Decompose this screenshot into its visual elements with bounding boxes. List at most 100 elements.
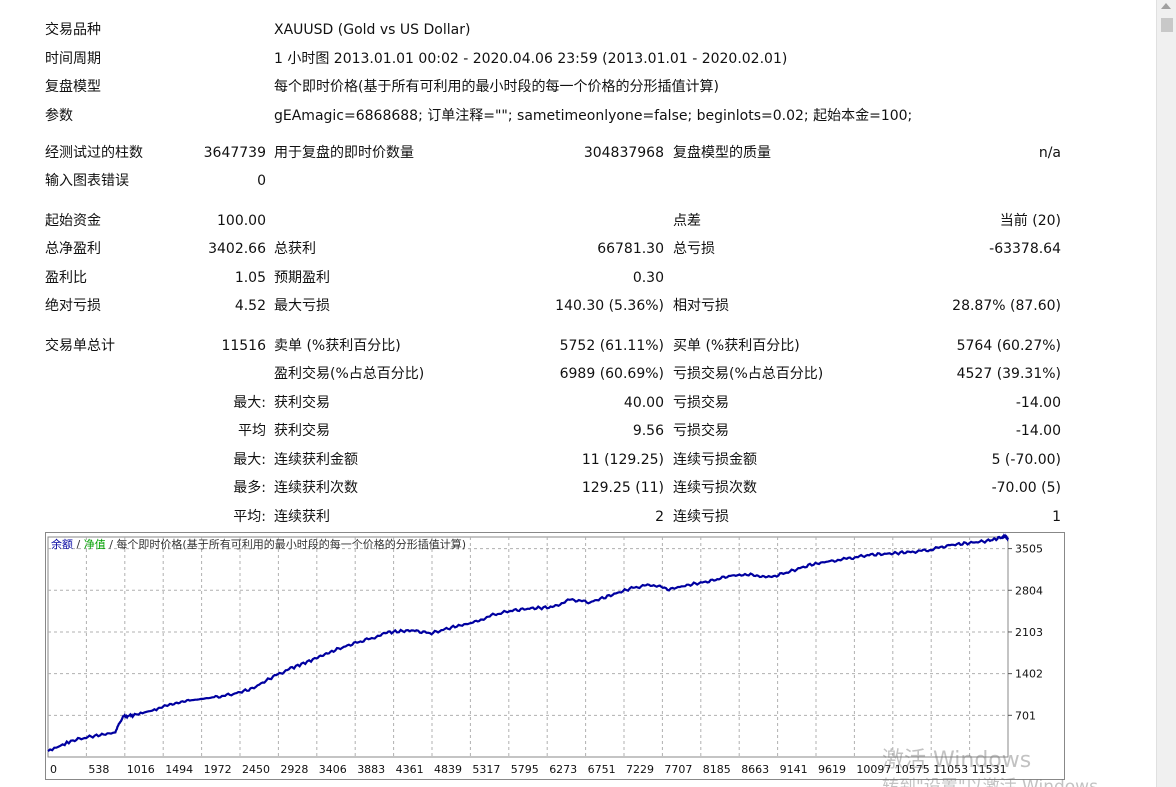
max-consec-wins-money-value: 11 (129.25) xyxy=(581,452,664,468)
loss-trades-value: 4527 (39.31%) xyxy=(956,366,1061,382)
spread-label: 点差 xyxy=(673,213,701,229)
bars-label: 经测试过的柱数 xyxy=(45,145,143,161)
gross-profit-label: 总获利 xyxy=(274,241,316,257)
plot-frame xyxy=(47,536,1009,758)
gross-loss-value: -63378.64 xyxy=(989,241,1061,257)
short-positions-value: 5752 (61.11%) xyxy=(559,338,664,354)
row-symbol: 交易品种 XAUUSD (Gold vs US Dollar) xyxy=(0,20,1156,40)
x-tick-label: 11053 xyxy=(933,763,968,776)
profit-factor-label: 盈利比 xyxy=(45,270,87,286)
x-tick-label: 8185 xyxy=(703,763,731,776)
x-tick-label: 10097 xyxy=(856,763,891,776)
row-deposit: 起始资金 100.00 点差 当前 (20) xyxy=(0,211,1156,231)
largest-profit-value: 40.00 xyxy=(623,395,664,411)
y-tick-label: 3505 xyxy=(1015,543,1043,556)
errors-value: 0 xyxy=(257,173,266,189)
balance-chart-svg: 0 538 1016 1494 1972 2450 2928 3406 3883 4361 4839… xyxy=(47,533,1043,776)
row-max-consec: 最大: 连续获利金额 11 (129.25) 连续亏损金额 5 (-70.00) xyxy=(0,450,1156,470)
balance-series-line xyxy=(47,533,1010,752)
x-tick-label: 11531 xyxy=(972,763,1007,776)
x-tick-label: 0 xyxy=(50,763,57,776)
initial-deposit-label: 起始资金 xyxy=(45,213,101,229)
rel-drawdown-label: 相对亏损 xyxy=(673,298,729,314)
largest-loss-value: -14.00 xyxy=(1015,395,1061,411)
profit-trades-value: 6989 (60.69%) xyxy=(559,366,664,382)
x-tick-label: 5795 xyxy=(511,763,539,776)
params-value: gEAmagic=6868688; 订单注释=""; sametimeonlyo… xyxy=(274,108,913,124)
average-loss-value: -14.00 xyxy=(1015,423,1061,439)
maximal-consec-prefix: 最多: xyxy=(233,480,266,496)
model-value: 每个即时价格(基于所有可利用的最小时段的每一个价格的分形插值计算) xyxy=(274,79,719,95)
symbol-label: 交易品种 xyxy=(45,22,101,38)
avg-consec-wins-label: 连续获利 xyxy=(274,509,330,525)
net-profit-label: 总净盈利 xyxy=(45,241,101,257)
expected-payoff-label: 预期盈利 xyxy=(274,270,330,286)
maximal-consec-profit-label: 连续获利次数 xyxy=(274,480,358,496)
profit-trades-label: 盈利交易(%占总百分比) xyxy=(274,366,425,382)
scroll-up-arrow-icon[interactable] xyxy=(1161,3,1171,9)
model-label: 复盘模型 xyxy=(45,79,101,95)
params-label: 参数 xyxy=(45,108,73,124)
symbol-value: XAUUSD (Gold vs US Dollar) xyxy=(274,22,471,38)
ticks-value: 304837968 xyxy=(583,145,664,161)
x-tick-label: 538 xyxy=(88,763,109,776)
x-tick-label: 3883 xyxy=(357,763,385,776)
total-trades-value: 11516 xyxy=(221,338,266,354)
row-params: 参数 gEAmagic=6868688; 订单注释=""; sametimeon… xyxy=(0,106,1156,126)
row-profit-trades: 盈利交易(%占总百分比) 6989 (60.69%) 亏损交易(%占总百分比) … xyxy=(0,364,1156,384)
ticks-label: 用于复盘的即时价数量 xyxy=(274,145,414,161)
average-profit-value: 9.56 xyxy=(632,423,664,439)
profit-factor-value: 1.05 xyxy=(234,270,266,286)
x-tick-label: 5317 xyxy=(472,763,500,776)
avg-consec-losses-value: 1 xyxy=(1052,509,1061,525)
row-errors: 输入图表错误 0 xyxy=(0,171,1156,191)
long-positions-label: 买单 (%获利百分比) xyxy=(673,338,800,354)
total-trades-label: 交易单总计 xyxy=(45,338,115,354)
row-model: 复盘模型 每个即时价格(基于所有可利用的最小时段的每一个价格的分形插值计算) xyxy=(0,77,1156,97)
vertical-scrollbar[interactable] xyxy=(1156,0,1176,787)
maximal-consec-loss-label: 连续亏损次数 xyxy=(673,480,757,496)
gross-profit-value: 66781.30 xyxy=(597,241,664,257)
x-tick-label: 7707 xyxy=(664,763,692,776)
abs-drawdown-value: 4.52 xyxy=(234,298,266,314)
average-loss-label: 亏损交易 xyxy=(673,423,729,439)
maximal-consec-loss-value: -70.00 (5) xyxy=(991,480,1061,496)
max-consec-losses-money-label: 连续亏损金额 xyxy=(673,452,757,468)
y-tick-label: 701 xyxy=(1015,709,1036,722)
avg-consec-prefix: 平均: xyxy=(233,509,266,525)
balance-chart: 0 538 1016 1494 1972 2450 2928 3406 3883 4361 4839… xyxy=(45,532,1065,780)
row-maximal-consec: 最多: 连续获利次数 129.25 (11) 连续亏损次数 -70.00 (5) xyxy=(0,478,1156,498)
row-avg-consec: 平均: 连续获利 2 连续亏损 1 xyxy=(0,507,1156,527)
loss-trades-label: 亏损交易(%占总百分比) xyxy=(673,366,824,382)
x-tick-label: 6751 xyxy=(588,763,616,776)
x-tick-label: 10575 xyxy=(895,763,930,776)
x-tick-label: 1016 xyxy=(127,763,155,776)
x-tick-label: 1494 xyxy=(165,763,193,776)
x-tick-label: 9619 xyxy=(818,763,846,776)
maximal-consec-profit-value: 129.25 (11) xyxy=(581,480,664,496)
x-tick-label: 4839 xyxy=(434,763,462,776)
row-net-profit: 总净盈利 3402.66 总获利 66781.30 总亏损 -63378.64 xyxy=(0,239,1156,259)
chart-title-equity: 净值 xyxy=(83,538,106,551)
expected-payoff-value: 0.30 xyxy=(632,270,664,286)
max-consec-wins-money-label: 连续获利金额 xyxy=(274,452,358,468)
y-tick-label: 2804 xyxy=(1015,584,1043,597)
row-drawdown: 绝对亏损 4.52 最大亏损 140.30 (5.36%) 相对亏损 28.87… xyxy=(0,296,1156,316)
rel-drawdown-value: 28.87% (87.60) xyxy=(952,298,1061,314)
scrollbar-thumb[interactable] xyxy=(1161,18,1173,32)
row-largest: 最大: 获利交易 40.00 亏损交易 -14.00 xyxy=(0,393,1156,413)
quality-value: n/a xyxy=(1038,145,1061,161)
period-value: 1 小时图 2013.01.01 00:02 - 2020.04.06 23:5… xyxy=(274,51,788,67)
average-prefix: 平均 xyxy=(238,423,266,439)
avg-consec-wins-value: 2 xyxy=(655,509,664,525)
quality-label: 复盘模型的质量 xyxy=(673,145,771,161)
average-profit-label: 获利交易 xyxy=(274,423,330,439)
row-total-trades: 交易单总计 11516 卖单 (%获利百分比) 5752 (61.11%) 买单… xyxy=(0,336,1156,356)
largest-loss-label: 亏损交易 xyxy=(673,395,729,411)
initial-deposit-value: 100.00 xyxy=(217,213,266,229)
x-tick-label: 6273 xyxy=(549,763,577,776)
y-tick-label: 2103 xyxy=(1015,626,1043,639)
chart-title: 余额 / 净值 / 每个即时价格(基于所有可利用的最小时段的每一个价格的分形插值… xyxy=(51,538,466,552)
row-bars: 经测试过的柱数 3647739 用于复盘的即时价数量 304837968 复盘模… xyxy=(0,143,1156,163)
